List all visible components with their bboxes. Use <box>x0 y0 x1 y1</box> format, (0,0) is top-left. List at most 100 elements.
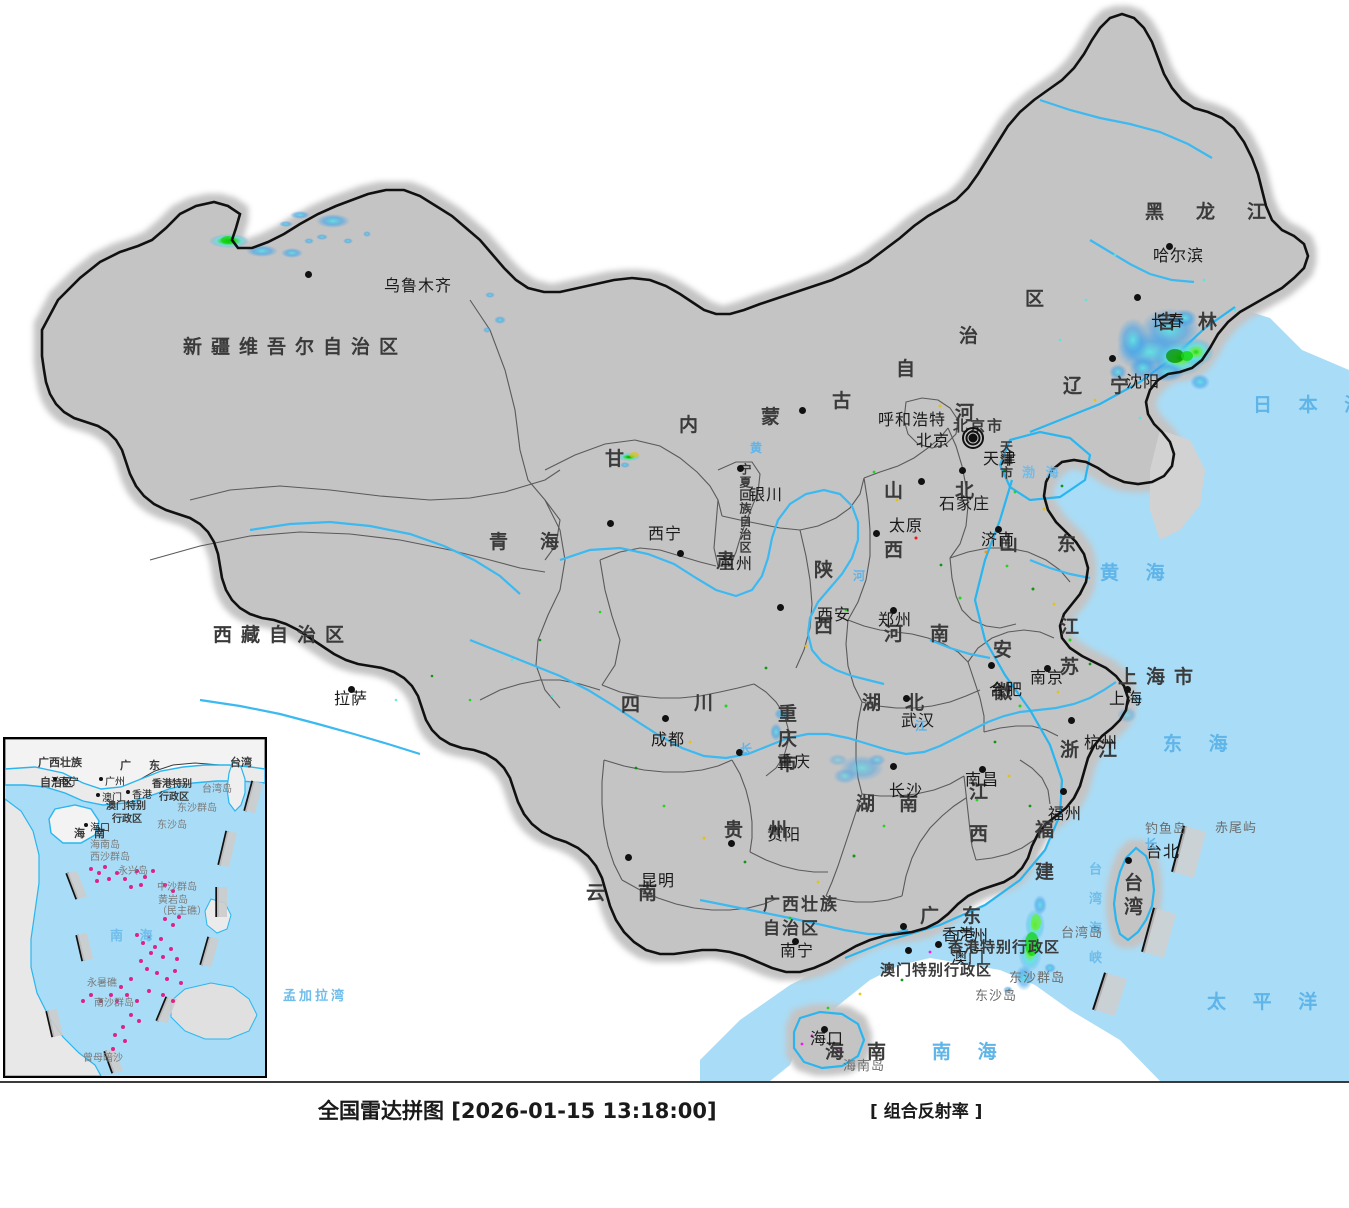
province-label-55: 黑 <box>1145 201 1174 223</box>
city-marker-昆明 <box>625 854 632 861</box>
city-marker-上海 <box>1124 686 1131 693</box>
river-label-3: 江 <box>915 719 929 733</box>
city-marker-贵阳 <box>728 840 735 847</box>
sea-label-6: 台 湾 海 峡 <box>1086 862 1101 970</box>
inset-island-2: 东沙岛 <box>157 820 187 831</box>
rivers <box>199 98 1213 936</box>
inset-city-1: 广州 <box>105 777 125 788</box>
city-marker-兰州 <box>677 550 684 557</box>
sea-label-3: 南 海 <box>932 1041 1007 1063</box>
city-label-澳门: 澳门 <box>951 948 986 967</box>
province-label-1: 西藏自治区 <box>213 624 354 646</box>
city-marker-沈阳 <box>1109 355 1116 362</box>
city-label-昆明: 昆明 <box>641 871 676 890</box>
province-label-28: 苏 <box>1060 656 1089 678</box>
inset-sar-3: 行政区 <box>112 814 142 825</box>
province-label-47: 云 <box>586 882 615 904</box>
city-label-沈阳: 沈阳 <box>1126 372 1161 391</box>
city-marker-乌鲁木齐 <box>305 271 312 278</box>
province-label-50: 自治区 <box>763 919 820 939</box>
sea-label-1: 黄 海 <box>1100 562 1175 584</box>
inset-province-3: 东 <box>149 759 160 772</box>
city-marker-济南 <box>995 526 1002 533</box>
radar-station-icon <box>962 427 984 449</box>
city-marker-石家庄 <box>918 478 925 485</box>
inset-island-4: 西沙群岛 <box>90 852 130 863</box>
city-marker-哈尔滨 <box>1166 243 1173 250</box>
province-label-25: 安 <box>993 639 1022 661</box>
echo-gansu <box>618 452 640 468</box>
inset-island-6: 中沙群岛 <box>157 882 197 893</box>
city-label-重庆: 重庆 <box>777 752 812 771</box>
city-label-西宁: 西宁 <box>648 524 683 543</box>
sea-label-2: 东 海 <box>1163 733 1238 755</box>
inset-city-2: 海口 <box>90 823 110 834</box>
province-label-6: 内 <box>679 414 708 436</box>
river-label-2: 长 <box>1145 837 1159 851</box>
inset-city-marker-1 <box>99 777 103 781</box>
province-label-46: 州 <box>768 819 797 841</box>
city-marker-广州 <box>900 923 907 930</box>
province-label-14: 西 <box>814 615 843 637</box>
city-label-呼和浩特: 呼和浩特 <box>878 410 947 429</box>
city-label-南京: 南京 <box>1030 668 1065 687</box>
river-label-4: 长 <box>740 742 754 756</box>
island-label-1: 赤尾屿 <box>1215 821 1258 836</box>
city-marker-郑州 <box>890 607 897 614</box>
island-label-2: 台湾岛 <box>1061 926 1104 941</box>
city-label-拉萨: 拉萨 <box>334 689 369 708</box>
sea-label-bengal-bay: 孟加拉湾 <box>283 989 348 1004</box>
province-label-29: 上海市 <box>1118 666 1203 688</box>
province-label-20: 天津市 <box>997 440 1012 479</box>
city-marker-武汉 <box>903 695 910 702</box>
island-label-0: 钓鱼岛 <box>1145 822 1188 837</box>
sea-label-5: 渤 海 <box>1022 466 1062 481</box>
province-label-44: 市 <box>778 753 807 775</box>
province-label-15: 山 <box>884 480 913 502</box>
city-label-西安: 西安 <box>817 605 852 624</box>
inset-city-3: 澳门 <box>102 793 122 804</box>
inset-geography <box>5 739 265 1076</box>
inset-province-6: 台湾 <box>230 756 252 769</box>
sar-label-0: 香港特别行政区 <box>948 938 1061 956</box>
province-label-36: 江 <box>969 781 998 803</box>
legend-footer: 全国雷达拼图 [2026-01-15 13:18:00] [ 组合反射率 ] 5… <box>0 1081 1349 1208</box>
inset-island-7: 黄岩岛 <box>158 895 188 906</box>
province-label-59: 林 <box>1198 311 1227 333</box>
inset-sar-2: 澳门特别 <box>106 801 146 812</box>
province-label-18: 北 <box>955 480 984 502</box>
province-label-12: 宁夏回族自治区 <box>738 463 752 554</box>
province-label-63: 湾 <box>1124 896 1153 918</box>
map-title: 全国雷达拼图 [2026-01-15 13:18:00] <box>318 1099 717 1123</box>
province-label-13: 陕 <box>814 559 843 581</box>
city-marker-西安 <box>777 604 784 611</box>
province-label-41: 川 <box>694 692 723 714</box>
province-label-22: 东 <box>1057 533 1086 555</box>
province-label-27: 江 <box>1060 616 1089 638</box>
province-label-32: 湖 <box>862 692 891 714</box>
city-marker-台北 <box>1125 857 1132 864</box>
echo-speckles <box>394 253 1237 1052</box>
province-label-52: 东 <box>962 905 991 927</box>
inset-province-2: 广 <box>120 759 131 772</box>
province-label-23: 河 <box>884 623 913 645</box>
inset-island-10: 南沙群岛 <box>94 998 134 1009</box>
sea-label-0: 日 本 海 <box>1253 394 1349 416</box>
province-label-7: 蒙 <box>761 406 790 428</box>
inset-province-0: 广西壮族 <box>38 756 82 769</box>
province-label-17: 河 <box>955 402 984 424</box>
city-marker-澳门 <box>905 947 912 954</box>
city-label-兰州: 兰州 <box>719 554 754 573</box>
province-label-39: 建 <box>1035 861 1064 883</box>
province-label-40: 四 <box>621 694 650 716</box>
province-label-56: 龙 <box>1196 201 1225 223</box>
island-label-3: 东沙群岛 <box>1009 971 1066 986</box>
island-label-4: 东沙岛 <box>975 989 1018 1004</box>
inset-island-11: 曾母暗沙 <box>83 1053 123 1064</box>
map-area[interactable]: 新疆维吾尔自治区 西藏自治区青海甘肃内蒙古自治区宁夏回族自治区陕西山西河北北京市天… <box>0 0 1349 1081</box>
city-label-乌鲁木齐: 乌鲁木齐 <box>384 276 453 295</box>
city-label-南宁: 南宁 <box>780 941 815 960</box>
city-label-济南: 济南 <box>981 530 1016 549</box>
inset-island-9: 永暑礁 <box>87 978 117 989</box>
south-china-sea-inset[interactable]: 广西壮族 自治区广东海南台湾 南宁 广州 海口 澳门 香港 香港特别 行政区 澳门特别 行政区 台湾岛… <box>3 737 267 1078</box>
